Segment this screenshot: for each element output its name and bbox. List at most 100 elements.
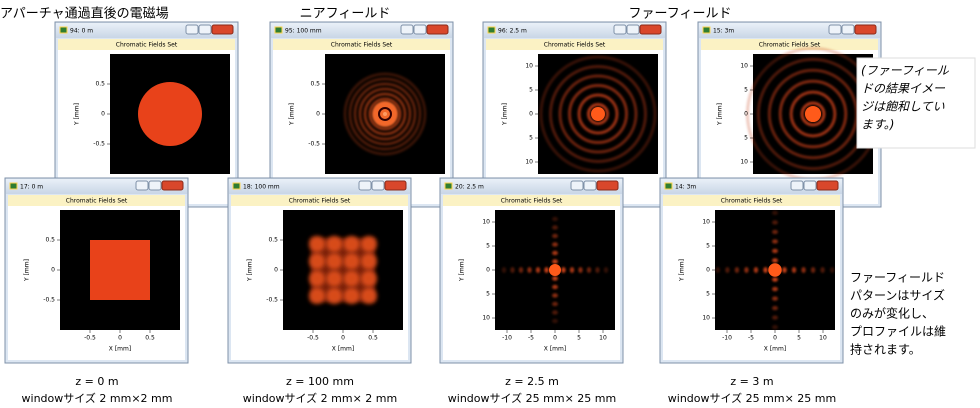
lobe [552, 318, 558, 324]
ring [549, 65, 647, 163]
window-title: 17: 0 m [20, 184, 43, 191]
x-tick-label: -0.5 [307, 335, 319, 342]
lobe [578, 267, 583, 273]
app-window: 14: 3m Chromatic Fields Set Y [mm] 10 5 0 5 10 -… [659, 177, 844, 364]
lobe [772, 239, 778, 244]
y-tick-label: 5 [744, 87, 748, 94]
y-axis-label: Y [mm] [74, 103, 81, 126]
y-tick-label: -0.5 [43, 297, 55, 304]
close-button[interactable] [854, 24, 877, 35]
field-blob [309, 287, 325, 304]
y-tick-label: 5 [486, 243, 490, 250]
y-tick-label: 0.5 [95, 81, 105, 88]
window-title: 20: 2.5 m [455, 184, 484, 191]
minimize-button[interactable] [358, 180, 372, 191]
subtitle-bar [58, 39, 235, 50]
window-icon [444, 182, 453, 190]
close-button[interactable] [816, 180, 839, 191]
window-title: 18: 100 mm [243, 184, 280, 191]
y-axis-label: Y [mm] [289, 103, 296, 126]
maximize-button[interactable] [413, 24, 427, 35]
window-icon [274, 26, 283, 34]
caption-window-size: windowサイズ 2 mm×2 mm [22, 391, 173, 405]
y-tick-label: 10 [525, 159, 533, 166]
lobe [772, 248, 778, 254]
minimize-button[interactable] [613, 24, 627, 35]
lobe [829, 267, 835, 273]
window-icon [232, 182, 241, 190]
lobe [753, 267, 759, 273]
ring [568, 84, 628, 144]
minimize-button[interactable] [790, 180, 804, 191]
y-tick-label: 0 [274, 267, 278, 274]
lobe [535, 267, 541, 273]
close-button[interactable] [161, 180, 184, 191]
window-title: 95: 100 mm [285, 28, 322, 35]
field-blob [309, 270, 325, 287]
close-button[interactable] [426, 24, 449, 35]
subtitle-bar [486, 39, 663, 50]
heading: アパーチャ通過直後の電磁場 [0, 7, 169, 22]
window-subtitle: Chromatic Fields Set [331, 42, 393, 49]
window-subtitle: Chromatic Fields Set [721, 198, 783, 205]
window-subtitle: Chromatic Fields Set [289, 198, 351, 205]
windows: 94: 0 m Chromatic Fields Set Y [mm] 0.5 0 -0.… [4, 21, 882, 364]
y-tick-label: -0.5 [308, 141, 320, 148]
field-blob [309, 236, 325, 252]
maximize-button[interactable] [583, 180, 597, 191]
lobe [501, 267, 507, 273]
y-tick-label: 10 [482, 219, 490, 226]
minimize-button[interactable] [570, 180, 584, 191]
lobe [772, 229, 778, 235]
app-window: 96: 2.5 m Chromatic Fields Set Y [mm] 10 5 0 5… [482, 21, 667, 208]
x-tick-label: 5 [577, 335, 581, 342]
field-blob [360, 287, 377, 304]
close-button[interactable] [211, 24, 234, 35]
y-tick-label: 5 [706, 243, 710, 250]
lobe [603, 267, 609, 273]
ring [348, 77, 422, 151]
maximize-button[interactable] [371, 180, 385, 191]
maximize-button[interactable] [148, 180, 162, 191]
close-button[interactable] [384, 180, 407, 191]
app-window: 94: 0 m Chromatic Fields Set Y [mm] 0.5 0 -0.… [54, 21, 239, 208]
close-button[interactable] [639, 24, 662, 35]
lobe [586, 267, 592, 273]
maximize-button[interactable] [803, 180, 817, 191]
lobe [772, 296, 778, 301]
core [768, 263, 782, 277]
window-subtitle: Chromatic Fields Set [759, 42, 821, 49]
minimize-button[interactable] [135, 180, 149, 191]
lobe [772, 286, 778, 292]
maximize-button[interactable] [198, 24, 212, 35]
minimize-button[interactable] [828, 24, 842, 35]
aperture-field [138, 82, 202, 146]
x-axis-label: X [mm] [332, 346, 354, 353]
y-tick-label: 10 [740, 159, 748, 166]
close-button[interactable] [596, 180, 619, 191]
subtitle-bar [231, 195, 408, 206]
profile-note: パターンはサイズ [850, 288, 945, 303]
core [804, 105, 822, 123]
x-tick-label: -10 [502, 335, 512, 342]
lobe [510, 267, 515, 273]
lobe [801, 267, 806, 273]
lobe [772, 220, 778, 225]
x-tick-label: 10 [599, 335, 607, 342]
maximize-button[interactable] [841, 24, 855, 35]
y-axis-label: Y [mm] [24, 259, 31, 282]
minimize-button[interactable] [185, 24, 199, 35]
ring [539, 55, 657, 173]
minimize-button[interactable] [400, 24, 414, 35]
field-blob [326, 270, 343, 287]
subtitle-bar [663, 195, 840, 206]
field-image [745, 46, 881, 182]
field-image [283, 210, 403, 330]
y-tick-label: 10 [482, 315, 490, 322]
y-tick-label: 10 [702, 315, 710, 322]
window-subtitle: Chromatic Fields Set [501, 198, 563, 205]
lobe [552, 301, 558, 307]
lobe [552, 242, 558, 247]
maximize-button[interactable] [626, 24, 640, 35]
x-tick-label: -10 [722, 335, 732, 342]
